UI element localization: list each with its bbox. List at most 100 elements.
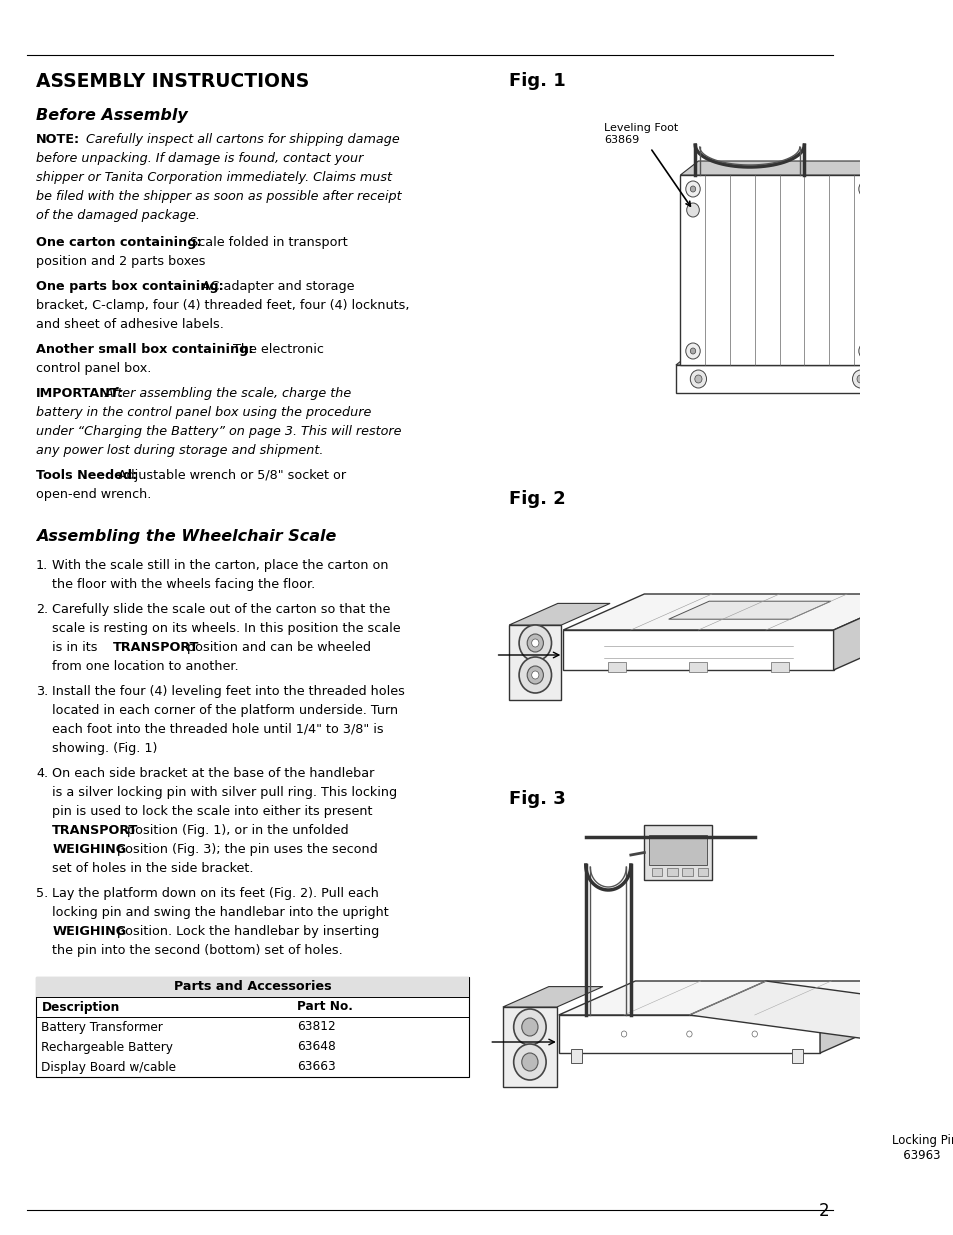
Text: open-end wrench.: open-end wrench. bbox=[36, 488, 152, 501]
Text: each foot into the threaded hole until 1/4" to 3/8" is: each foot into the threaded hole until 1… bbox=[52, 722, 383, 736]
Text: WEIGHING: WEIGHING bbox=[52, 925, 127, 939]
Polygon shape bbox=[668, 601, 830, 619]
Text: Tools Needed:: Tools Needed: bbox=[36, 469, 137, 482]
Bar bbox=[689, 662, 707, 672]
Text: be filed with the shipper as soon as possible after receipt: be filed with the shipper as soon as pos… bbox=[36, 190, 401, 203]
Text: 63648: 63648 bbox=[297, 1041, 335, 1053]
Text: Fig. 2: Fig. 2 bbox=[509, 490, 565, 508]
Text: IMPORTANT:: IMPORTANT: bbox=[36, 387, 124, 400]
Polygon shape bbox=[675, 351, 901, 366]
Text: Install the four (4) leveling feet into the threaded holes: Install the four (4) leveling feet into … bbox=[52, 685, 405, 698]
Text: is a silver locking pin with silver pull ring. This locking: is a silver locking pin with silver pull… bbox=[52, 785, 397, 799]
Text: Scale folded in transport: Scale folded in transport bbox=[190, 236, 348, 249]
Circle shape bbox=[909, 1014, 953, 1124]
Text: Rechargeable Battery: Rechargeable Battery bbox=[41, 1041, 173, 1053]
Polygon shape bbox=[558, 1015, 820, 1053]
Text: Display Board w/cable: Display Board w/cable bbox=[41, 1061, 176, 1073]
Text: bracket, C-clamp, four (4) threaded feet, four (4) locknuts,: bracket, C-clamp, four (4) threaded feet… bbox=[36, 299, 409, 312]
Bar bbox=[697, 868, 707, 876]
Bar bbox=[681, 868, 692, 876]
Text: Part No.: Part No. bbox=[297, 1000, 353, 1014]
Text: 63663: 63663 bbox=[297, 1061, 335, 1073]
Bar bbox=[643, 825, 711, 881]
Text: the pin into the second (bottom) set of holes.: the pin into the second (bottom) set of … bbox=[52, 944, 343, 957]
Bar bbox=[36, 977, 468, 1077]
Bar bbox=[36, 977, 468, 997]
Text: WEIGHING: WEIGHING bbox=[52, 844, 127, 856]
Text: position (Fig. 1), or in the unfolded: position (Fig. 1), or in the unfolded bbox=[127, 824, 349, 837]
Circle shape bbox=[513, 1009, 545, 1045]
Text: 1.: 1. bbox=[36, 559, 49, 572]
Text: the floor with the wheels facing the floor.: the floor with the wheels facing the flo… bbox=[52, 578, 315, 592]
Text: under “Charging the Battery” on page 3. This will restore: under “Charging the Battery” on page 3. … bbox=[36, 425, 401, 438]
Circle shape bbox=[858, 343, 872, 359]
Polygon shape bbox=[689, 981, 950, 1040]
Bar bbox=[509, 625, 561, 700]
Polygon shape bbox=[820, 981, 896, 1053]
Text: position (Fig. 3); the pin uses the second: position (Fig. 3); the pin uses the seco… bbox=[117, 844, 377, 856]
Polygon shape bbox=[562, 594, 914, 630]
Text: Description: Description bbox=[41, 1000, 119, 1014]
Text: before unpacking. If damage is found, contact your: before unpacking. If damage is found, co… bbox=[36, 152, 363, 165]
Bar bbox=[571, 1049, 581, 1063]
Circle shape bbox=[917, 615, 953, 719]
Text: pin is used to lock the scale into either its present: pin is used to lock the scale into eithe… bbox=[52, 805, 373, 818]
Text: Fig. 1: Fig. 1 bbox=[509, 72, 565, 90]
Text: Lay the platform down on its feet (Fig. 2). Pull each: Lay the platform down on its feet (Fig. … bbox=[52, 887, 378, 900]
Circle shape bbox=[527, 666, 543, 684]
Text: located in each corner of the platform underside. Turn: located in each corner of the platform u… bbox=[52, 704, 398, 718]
Polygon shape bbox=[562, 630, 833, 671]
Text: Fig. 3: Fig. 3 bbox=[509, 790, 565, 808]
Text: 2: 2 bbox=[818, 1202, 828, 1220]
Text: Before Assembly: Before Assembly bbox=[36, 107, 188, 124]
Circle shape bbox=[686, 203, 699, 217]
Text: shipper or Tanita Corporation immediately. Claims must: shipper or Tanita Corporation immediatel… bbox=[36, 170, 392, 184]
Text: 4.: 4. bbox=[36, 767, 48, 781]
Text: Carefully inspect all cartons for shipping damage: Carefully inspect all cartons for shippi… bbox=[86, 133, 399, 146]
Circle shape bbox=[518, 657, 551, 693]
Text: Locking Pin
   63963: Locking Pin 63963 bbox=[891, 1134, 953, 1162]
Bar bbox=[666, 868, 677, 876]
Circle shape bbox=[862, 348, 868, 354]
Text: After assembling the scale, charge the: After assembling the scale, charge the bbox=[105, 387, 352, 400]
Circle shape bbox=[685, 182, 700, 198]
Bar bbox=[651, 868, 661, 876]
Circle shape bbox=[690, 370, 706, 388]
Circle shape bbox=[862, 186, 868, 191]
Circle shape bbox=[690, 186, 695, 191]
Text: TRANSPORT: TRANSPORT bbox=[112, 641, 199, 655]
Circle shape bbox=[685, 343, 700, 359]
Text: 3.: 3. bbox=[36, 685, 49, 698]
Circle shape bbox=[856, 375, 863, 383]
Bar bbox=[502, 1007, 557, 1087]
Circle shape bbox=[513, 1044, 545, 1079]
Circle shape bbox=[858, 182, 872, 198]
Circle shape bbox=[751, 1031, 757, 1037]
Polygon shape bbox=[502, 987, 602, 1007]
Text: TRANSPORT: TRANSPORT bbox=[52, 824, 138, 837]
Text: 2.: 2. bbox=[36, 603, 48, 616]
Text: is in its: is in its bbox=[52, 641, 102, 655]
Text: any power lost during storage and shipment.: any power lost during storage and shipme… bbox=[36, 445, 323, 457]
Polygon shape bbox=[833, 594, 914, 671]
Text: position and 2 parts boxes: position and 2 parts boxes bbox=[36, 254, 205, 268]
Bar bbox=[679, 175, 878, 366]
Circle shape bbox=[690, 348, 695, 354]
Text: The electronic: The electronic bbox=[233, 343, 323, 356]
Circle shape bbox=[531, 638, 538, 647]
Circle shape bbox=[946, 658, 953, 685]
Text: battery in the control panel box using the procedure: battery in the control panel box using t… bbox=[36, 406, 371, 419]
Text: 5.: 5. bbox=[36, 887, 49, 900]
Text: Carefully slide the scale out of the carton so that the: Carefully slide the scale out of the car… bbox=[52, 603, 390, 616]
Polygon shape bbox=[558, 981, 896, 1015]
Text: Assembling the Wheelchair Scale: Assembling the Wheelchair Scale bbox=[36, 529, 336, 543]
Polygon shape bbox=[878, 161, 896, 366]
Text: Another small box containing:: Another small box containing: bbox=[36, 343, 253, 356]
Text: One carton containing:: One carton containing: bbox=[36, 236, 201, 249]
Polygon shape bbox=[509, 604, 610, 625]
Circle shape bbox=[620, 1031, 626, 1037]
Text: locking pin and swing the handlebar into the upright: locking pin and swing the handlebar into… bbox=[52, 906, 389, 919]
Text: ASSEMBLY INSTRUCTIONS: ASSEMBLY INSTRUCTIONS bbox=[36, 72, 309, 91]
Text: position. Lock the handlebar by inserting: position. Lock the handlebar by insertin… bbox=[117, 925, 379, 939]
Circle shape bbox=[521, 1053, 537, 1071]
